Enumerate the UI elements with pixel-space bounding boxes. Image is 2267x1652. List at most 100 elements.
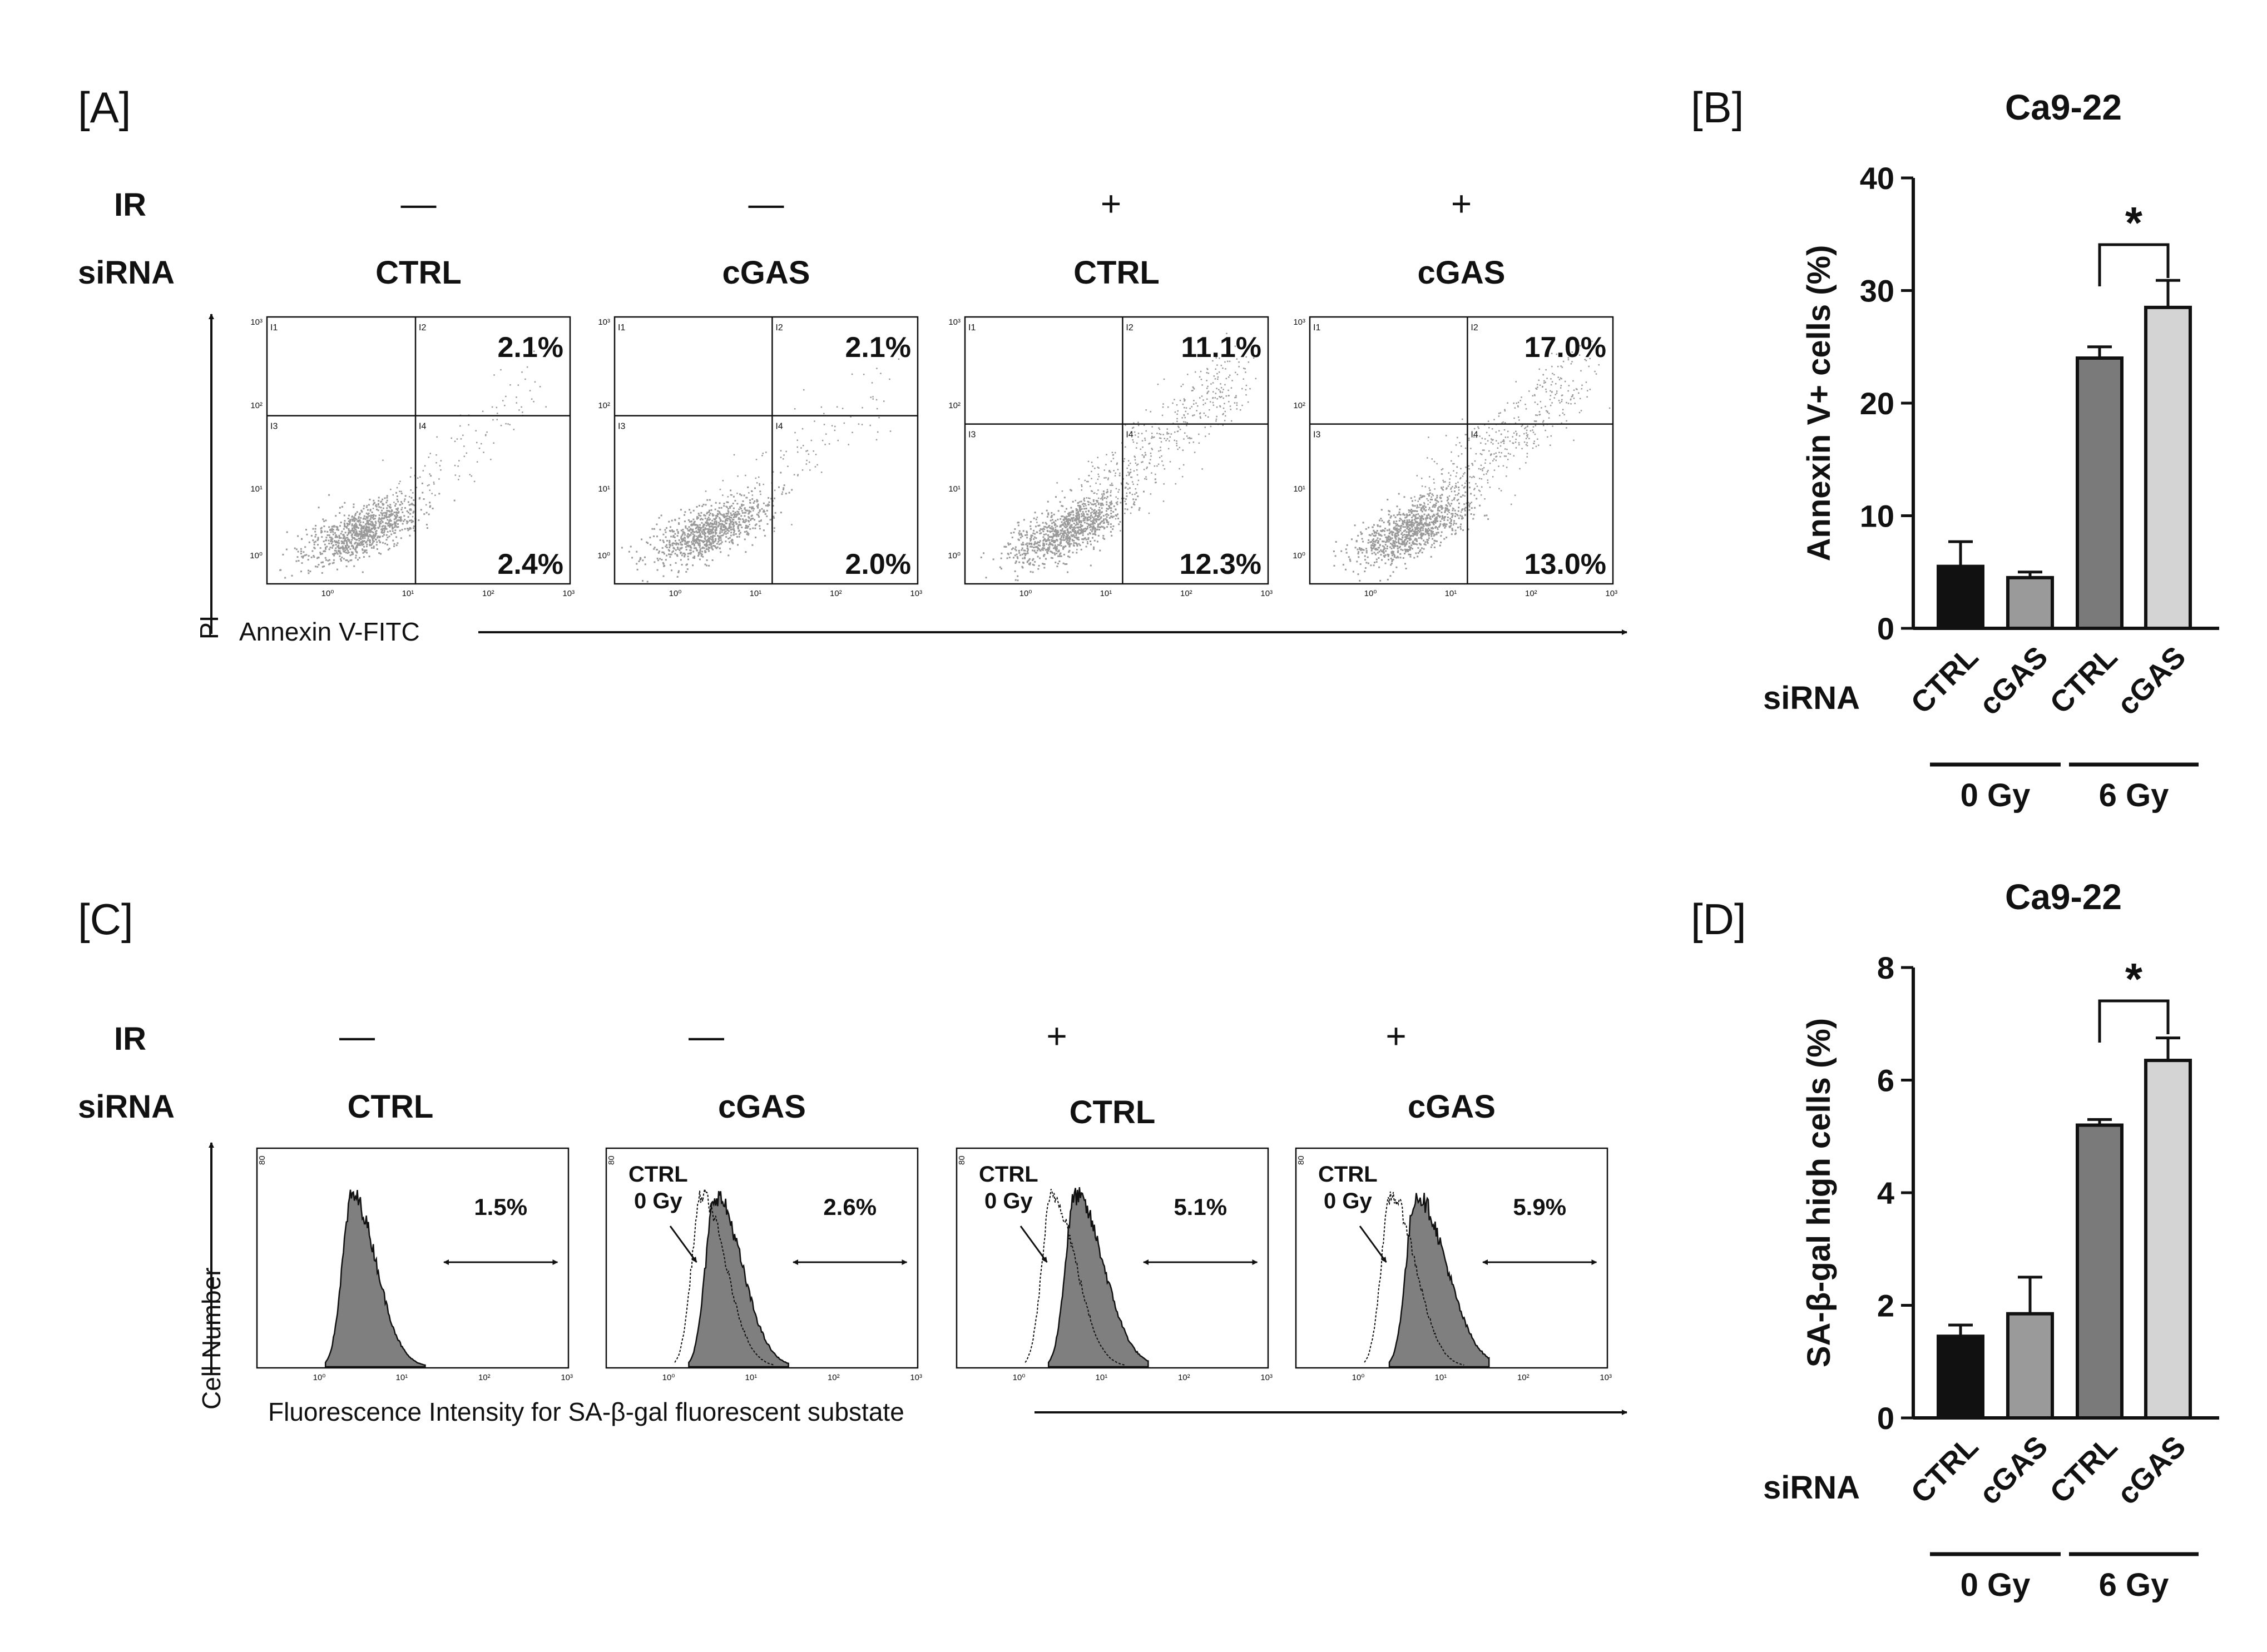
overlay-pointer-arrow [1359,1226,1387,1263]
x-tick-label: 10³ [1260,1373,1273,1382]
x-tick-label: 10³ [1605,589,1617,598]
group-label: 6 Gy [2099,1567,2169,1603]
factor-label: siRNA [1763,680,1860,716]
dotplot-frame [613,316,919,585]
group-label: 0 Gy [1961,1567,2031,1603]
y-tick-label: 10⁰ [250,551,263,560]
histogram-frame [256,1147,570,1369]
dotplot-3: + CTRL I1 I2 I3 I4 10³ 10² 10¹ 10⁰ 10⁰ 10¹ 10² 10³ 11.… [948,183,1273,598]
x-tick-label: 10³ [910,589,922,598]
overlay-pointer-arrow [1019,1226,1048,1263]
y-tick-label: 0 [1877,1401,1894,1436]
overlay-label-line1: CTRL [628,1162,688,1187]
x-tick-label: 10³ [1260,589,1273,598]
ir-value: + [1385,1016,1406,1056]
y-tick-label: 10² [250,401,263,410]
gate-percent: 2.6% [823,1194,877,1220]
lower-right-percent: 12.3% [1180,548,1261,581]
y-tick-label: 4 [1877,1175,1894,1211]
ir-value: + [1046,1016,1067,1056]
histogram-1: — CTRL 80 10⁰ 10¹ 10² 10³ 1.5% [256,1016,573,1382]
y-tick-label: 10⁰ [948,551,961,560]
y-tick-label: 10³ [948,317,961,327]
bar-cgas-0gy [2006,1312,2054,1420]
ir-row-label: IR [114,187,146,223]
event-dots [621,358,900,583]
x-tick-label: 10¹ [1445,589,1457,598]
y-tick-label: 10² [598,401,610,410]
ir-value: — [339,1016,375,1056]
x-tick-label: 10⁰ [662,1373,675,1382]
y-tick-label: 0 [1877,611,1894,646]
sirna-value: cGAS [1418,255,1506,291]
x-tick-label: 10³ [561,1373,573,1382]
y-tick-label: 20 [1860,386,1894,421]
quadrant-code: I4 [419,422,426,431]
y-tick-label: 10³ [250,317,263,327]
panel-a-annexin-flow: [A] IR siRNA — CTRL I1 I2 I3 I4 10³ 10² 10¹ 10⁰ 10… [78,83,1627,646]
dotplot-4: + cGAS I1 I2 I3 I4 10³ 10² 10¹ 10⁰ 10⁰ 10¹ 10² 10³ 17.… [1293,183,1617,598]
y-tick-label: 10² [1293,401,1305,410]
quadrant-code: I4 [775,422,783,431]
group-label: 6 Gy [2099,777,2169,813]
x-tick-label: 10² [1178,1373,1190,1382]
ir-row-label-c: IR [114,1021,146,1057]
y-tick-label: 30 [1860,274,1894,309]
bar-cgas-6gy [2144,305,2192,630]
quadrant-code: I1 [618,323,625,333]
chart-title: Ca9-22 [2005,877,2122,917]
overlay-label-line1: CTRL [1318,1162,1378,1187]
category-label: CTRL [1904,640,1984,720]
overlay-label-line2: 0 Gy [1324,1189,1372,1213]
dotplot-frame [1309,316,1614,585]
y-axis-label: Annexin V+ cells (%) [1801,245,1837,562]
y-tick-label: 10⁰ [597,551,610,560]
sample-histogram [324,1189,426,1368]
x-tick-label: 10³ [910,1373,922,1382]
ir-value: — [689,1016,724,1056]
y-tick-label: 10³ [598,317,610,327]
cell-number-axis-label: Cell Number [197,1267,226,1410]
x-tick-label: 10² [1525,589,1537,598]
quadrant-code: I3 [1313,430,1320,440]
dotplot-group: — CTRL I1 I2 I3 I4 10³ 10² 10¹ 10⁰ 10⁰ 10¹ 10² 10³ 2.1… [250,183,1617,598]
panel-d-label: [D] [1691,895,1746,944]
lower-right-percent: 2.4% [497,548,563,581]
event-dots [980,333,1257,582]
histogram-group: — CTRL 80 10⁰ 10¹ 10² 10³ 1.5% — cGAS 80 10⁰ 10¹ 10² 1… [256,1016,1612,1382]
quadrant-code: I1 [1313,323,1320,333]
y-tick-label: 10¹ [598,484,610,494]
dotplot-2: — cGAS I1 I2 I3 I4 10³ 10² 10¹ 10⁰ 10⁰ 10¹ 10² 10³ 2.1… [597,183,922,598]
x-tick-label: 10¹ [396,1373,408,1382]
x-tick-label: 10¹ [402,589,414,598]
y-top-tick: 80 [607,1155,616,1165]
x-tick-label: 10¹ [1100,589,1112,598]
quadrant-code: I4 [1126,430,1133,440]
quadrant-code: I2 [1471,323,1478,333]
quadrant-code: I4 [1471,430,1478,440]
overlay-label-line1: CTRL [979,1162,1038,1187]
quadrant-code: I2 [775,323,783,333]
upper-right-percent: 11.1% [1181,331,1261,364]
event-dots [1333,339,1611,582]
y-top-tick: 80 [1296,1155,1306,1165]
y-tick-label: 10⁰ [1293,551,1305,560]
gate-percent: 1.5% [474,1194,527,1220]
x-tick-label: 10⁰ [1013,1373,1026,1382]
significance-star: * [2125,954,2143,1004]
upper-right-percent: 2.1% [497,331,563,364]
x-tick-label: 10⁰ [1352,1373,1365,1382]
ir-value: + [1101,183,1121,224]
overlay-label-line2: 0 Gy [984,1189,1033,1213]
y-tick-label: 10 [1860,499,1894,534]
group-label: 0 Gy [1961,777,2031,813]
x-tick-label: 10² [1180,589,1192,598]
bar-ctrl-0gy [1937,564,1984,630]
category-label: cGAS [2111,640,2192,721]
y-top-tick: 80 [957,1155,967,1165]
overlay-pointer-arrow [669,1226,697,1263]
panel-b-label: [B] [1691,83,1744,132]
